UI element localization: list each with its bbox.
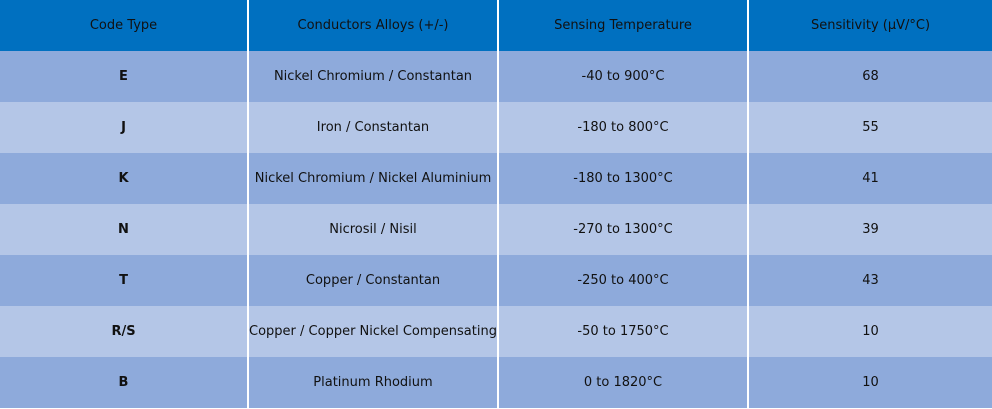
table-cell: 68 — [747, 51, 992, 102]
table-row: B Platinum Rhodium 0 to 1820°C 10 — [0, 357, 992, 408]
header-cell: Conductors Alloys (+/-) — [247, 0, 498, 51]
table-row: N Nicrosil / Nisil -270 to 1300°C 39 — [0, 204, 992, 255]
header-cell: Sensitivity (µV/°C) — [747, 0, 992, 51]
table-cell: 43 — [747, 255, 992, 306]
table-cell: 55 — [747, 102, 992, 153]
header-cell: Sensing Temperature — [497, 0, 748, 51]
table-cell: -270 to 1300°C — [497, 204, 748, 255]
header-row: Code Type Conductors Alloys (+/-) Sensing … — [0, 0, 992, 51]
table-cell: B — [0, 357, 248, 408]
table-cell: K — [0, 153, 248, 204]
table-cell: -50 to 1750°C — [497, 306, 748, 357]
table-cell: 10 — [747, 306, 992, 357]
table-cell: 39 — [747, 204, 992, 255]
table-cell: Copper / Copper Nickel Compensating — [247, 306, 498, 357]
table-cell: Iron / Constantan — [247, 102, 498, 153]
table-cell: Platinum Rhodium — [247, 357, 498, 408]
table-cell: -250 to 400°C — [497, 255, 748, 306]
table-cell: N — [0, 204, 248, 255]
table-cell: -180 to 800°C — [497, 102, 748, 153]
table-cell: 0 to 1820°C — [497, 357, 748, 408]
table-row: E Nickel Chromium / Constantan -40 to 900°… — [0, 51, 992, 102]
table-row: J Iron / Constantan -180 to 800°C 55 — [0, 102, 992, 153]
table-cell: E — [0, 51, 248, 102]
table-cell: Nickel Chromium / Constantan — [247, 51, 498, 102]
table-cell: 10 — [747, 357, 992, 408]
table-row: K Nickel Chromium / Nickel Aluminium -180 … — [0, 153, 992, 204]
header-cell: Code Type — [0, 0, 248, 51]
table-cell: Nicrosil / Nisil — [247, 204, 498, 255]
table-cell: R/S — [0, 306, 248, 357]
table-cell: T — [0, 255, 248, 306]
table-cell: Nickel Chromium / Nickel Aluminium — [247, 153, 498, 204]
table-row: R/S Copper / Copper Nickel Compensating -5… — [0, 306, 992, 357]
table-cell: 41 — [747, 153, 992, 204]
table-row: T Copper / Constantan -250 to 400°C 43 — [0, 255, 992, 306]
table-cell: J — [0, 102, 248, 153]
table-cell: -40 to 900°C — [497, 51, 748, 102]
table-cell: -180 to 1300°C — [497, 153, 748, 204]
table-cell: Copper / Constantan — [247, 255, 498, 306]
